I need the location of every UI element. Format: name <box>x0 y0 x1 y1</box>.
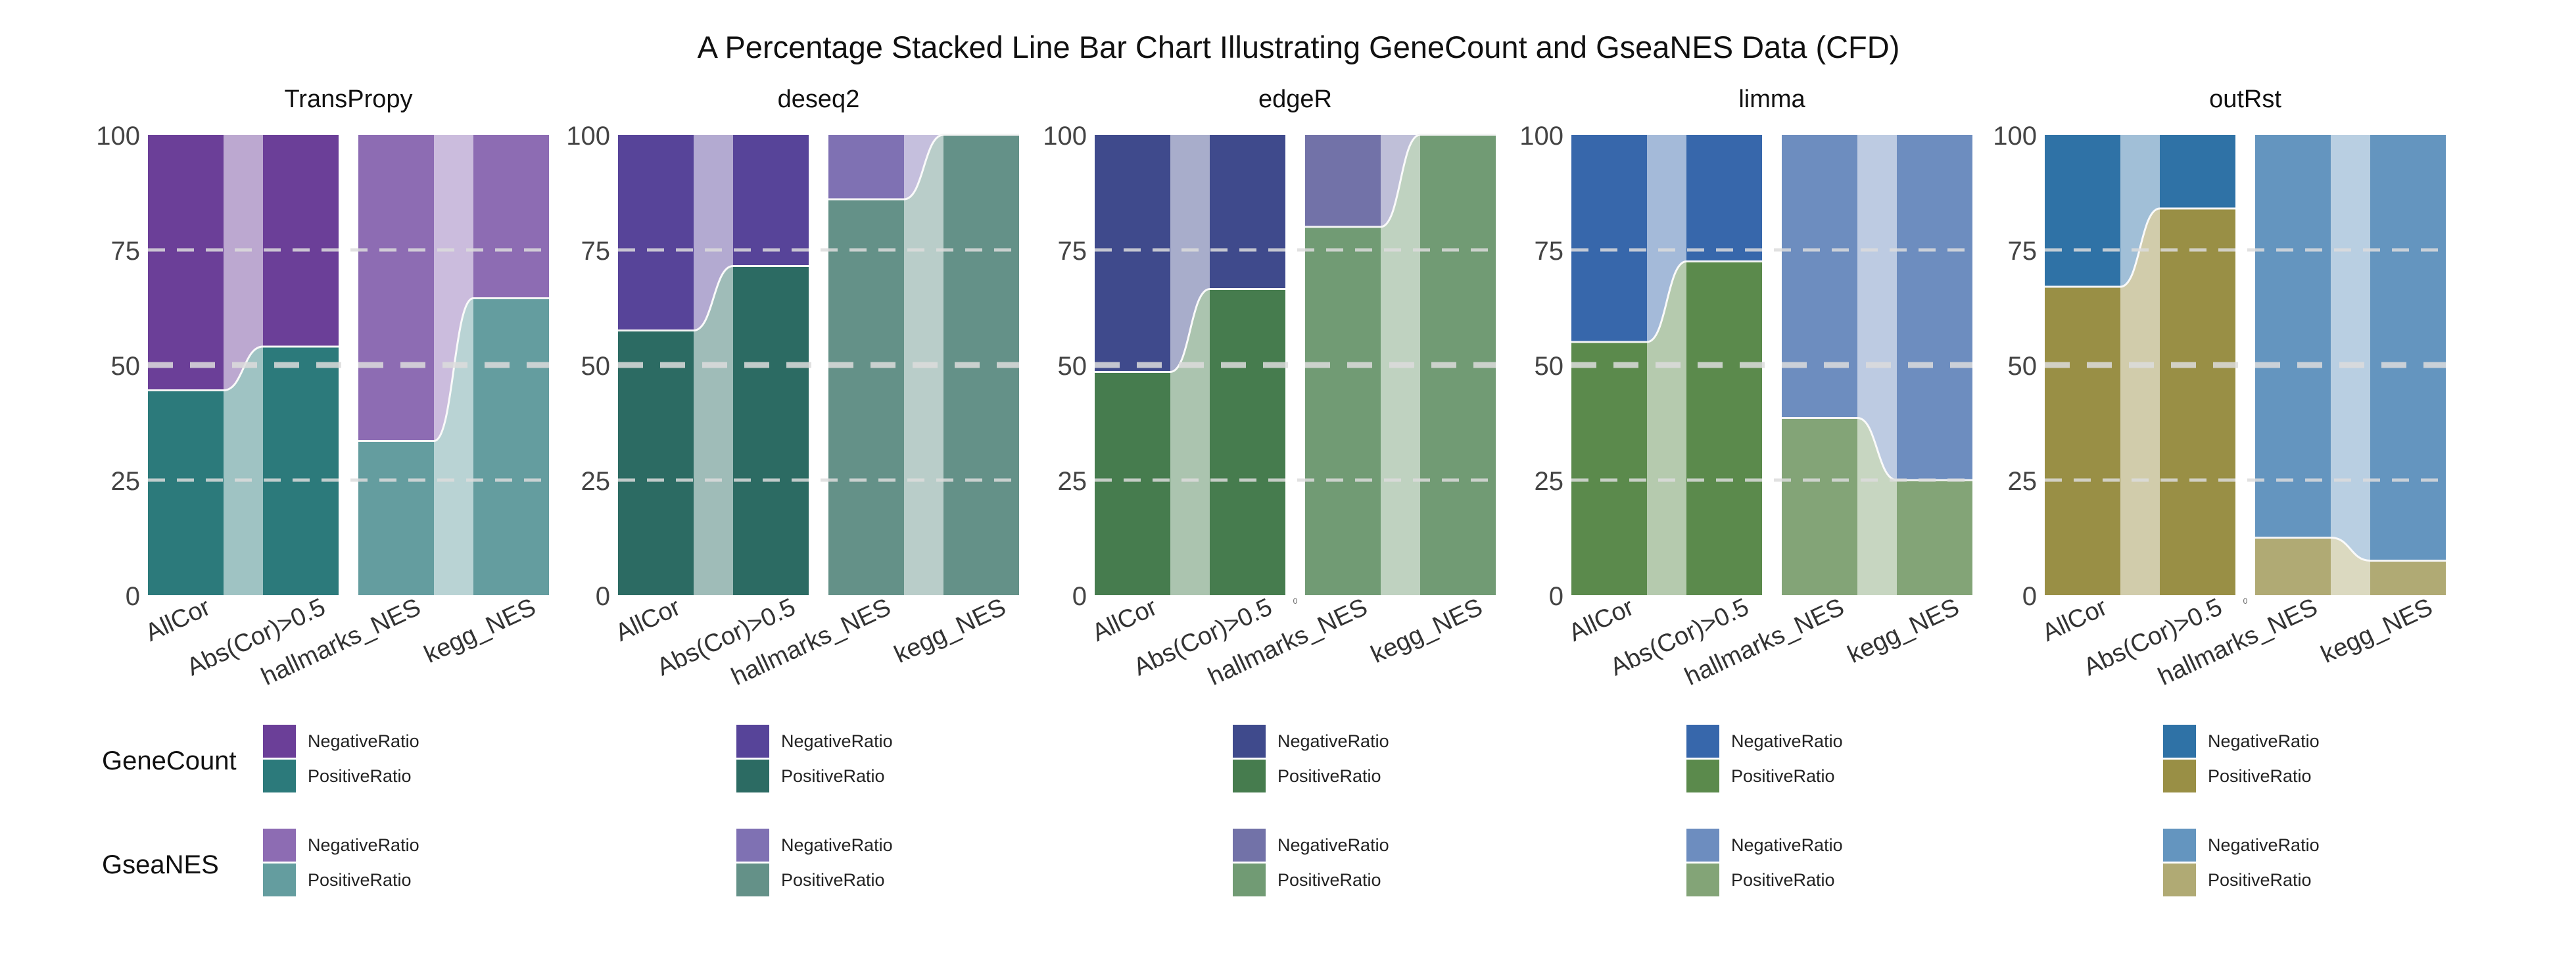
x-tick-label: kegg_NES <box>420 593 540 669</box>
y-tick-label: 100 <box>1519 122 1563 151</box>
legend-group-gseanes: GseaNES <box>102 850 219 879</box>
x-tick-label: kegg_NES <box>2317 593 2437 669</box>
x-tick-label: AllCor <box>141 593 215 647</box>
legend-swatch <box>1233 760 1266 792</box>
legend-swatch <box>263 864 296 896</box>
legend-label: PositiveRatio <box>2208 766 2312 786</box>
legend-label: PositiveRatio <box>1277 870 1381 890</box>
y-tick-label: 25 <box>1058 467 1087 496</box>
legend-label: NegativeRatio <box>2208 835 2320 855</box>
legend-swatch <box>263 829 296 862</box>
y-tick-label: 50 <box>1535 352 1564 381</box>
small-zero-label: 0 <box>1293 597 1298 606</box>
legend-group-genecount: GeneCount <box>102 746 237 775</box>
legend-label: PositiveRatio <box>781 870 885 890</box>
legend-label: PositiveRatio <box>781 766 885 786</box>
x-tick-label: hallmarks_NES <box>257 593 425 691</box>
x-tick-label: hallmarks_NES <box>1204 593 1371 691</box>
panel-title: TransPropy <box>285 85 413 113</box>
x-tick-label: kegg_NES <box>1367 593 1487 669</box>
panel-title: edgeR <box>1258 85 1332 113</box>
y-tick-label: 50 <box>111 352 141 381</box>
x-tick-label: AllCor <box>611 593 685 647</box>
legend-swatch <box>1686 760 1719 792</box>
y-tick-label: 75 <box>1535 237 1564 266</box>
legend-label: NegativeRatio <box>781 835 893 855</box>
x-tick-label: AllCor <box>1565 593 1638 647</box>
y-tick-label: 50 <box>1058 352 1087 381</box>
x-tick-label: AllCor <box>2038 593 2112 647</box>
legend-label: NegativeRatio <box>308 835 419 855</box>
legend-swatch <box>1233 829 1266 862</box>
legend-swatch <box>1233 864 1266 896</box>
y-tick-label: 50 <box>581 352 611 381</box>
y-tick-label: 0 <box>1549 582 1563 611</box>
legend-label: NegativeRatio <box>2208 731 2320 751</box>
legend-label: PositiveRatio <box>1731 870 1835 890</box>
y-tick-label: 25 <box>581 467 611 496</box>
legend-label: NegativeRatio <box>1731 835 1843 855</box>
y-tick-label: 100 <box>96 122 140 151</box>
legend-label: NegativeRatio <box>1731 731 1843 751</box>
legend-swatch <box>1686 864 1719 896</box>
legend-label: PositiveRatio <box>2208 870 2312 890</box>
y-tick-label: 75 <box>1058 237 1087 266</box>
y-tick-label: 100 <box>566 122 610 151</box>
legend-swatch <box>2163 725 2196 758</box>
y-tick-label: 0 <box>2022 582 2037 611</box>
legend-swatch <box>1233 725 1266 758</box>
y-tick-label: 75 <box>581 237 611 266</box>
y-tick-label: 75 <box>2008 237 2038 266</box>
legend-swatch <box>1686 725 1719 758</box>
legend-swatch <box>263 760 296 792</box>
x-tick-label: hallmarks_NES <box>1681 593 1848 691</box>
y-tick-label: 25 <box>1535 467 1564 496</box>
panel-title: deseq2 <box>778 85 860 113</box>
legend-swatch <box>2163 760 2196 792</box>
x-tick-label: kegg_NES <box>1844 593 1963 669</box>
legend-swatch <box>736 829 769 862</box>
legend-label: PositiveRatio <box>308 870 412 890</box>
legend-label: NegativeRatio <box>1277 731 1389 751</box>
y-tick-label: 25 <box>111 467 141 496</box>
legend-label: PositiveRatio <box>1731 766 1835 786</box>
y-tick-label: 100 <box>1043 122 1087 151</box>
legend-label: NegativeRatio <box>781 731 893 751</box>
y-tick-label: 25 <box>2008 467 2038 496</box>
legend-label: PositiveRatio <box>1277 766 1381 786</box>
legend-label: PositiveRatio <box>308 766 412 786</box>
legend-swatch <box>736 725 769 758</box>
x-tick-label: hallmarks_NES <box>2154 593 2322 691</box>
legend-swatch <box>1686 829 1719 862</box>
legend-swatch <box>736 864 769 896</box>
legend-swatch <box>736 760 769 792</box>
legend-swatch <box>2163 829 2196 862</box>
small-zero-label: 0 <box>2243 597 2248 606</box>
legend-swatch <box>2163 864 2196 896</box>
y-tick-label: 100 <box>1993 122 2037 151</box>
y-tick-label: 0 <box>596 582 610 611</box>
x-tick-label: kegg_NES <box>890 593 1010 669</box>
x-tick-label: hallmarks_NES <box>727 593 895 691</box>
legend-label: NegativeRatio <box>308 731 419 751</box>
legend-label: NegativeRatio <box>1277 835 1389 855</box>
y-tick-label: 75 <box>111 237 141 266</box>
panel-title: outRst <box>2209 85 2281 113</box>
y-tick-label: 50 <box>2008 352 2038 381</box>
y-tick-label: 0 <box>126 582 140 611</box>
panel-title: limma <box>1738 85 1805 113</box>
legend-swatch <box>263 725 296 758</box>
y-tick-label: 0 <box>1072 582 1087 611</box>
x-tick-label: AllCor <box>1088 593 1162 647</box>
chart-title: A Percentage Stacked Line Bar Chart Illu… <box>698 30 1900 64</box>
